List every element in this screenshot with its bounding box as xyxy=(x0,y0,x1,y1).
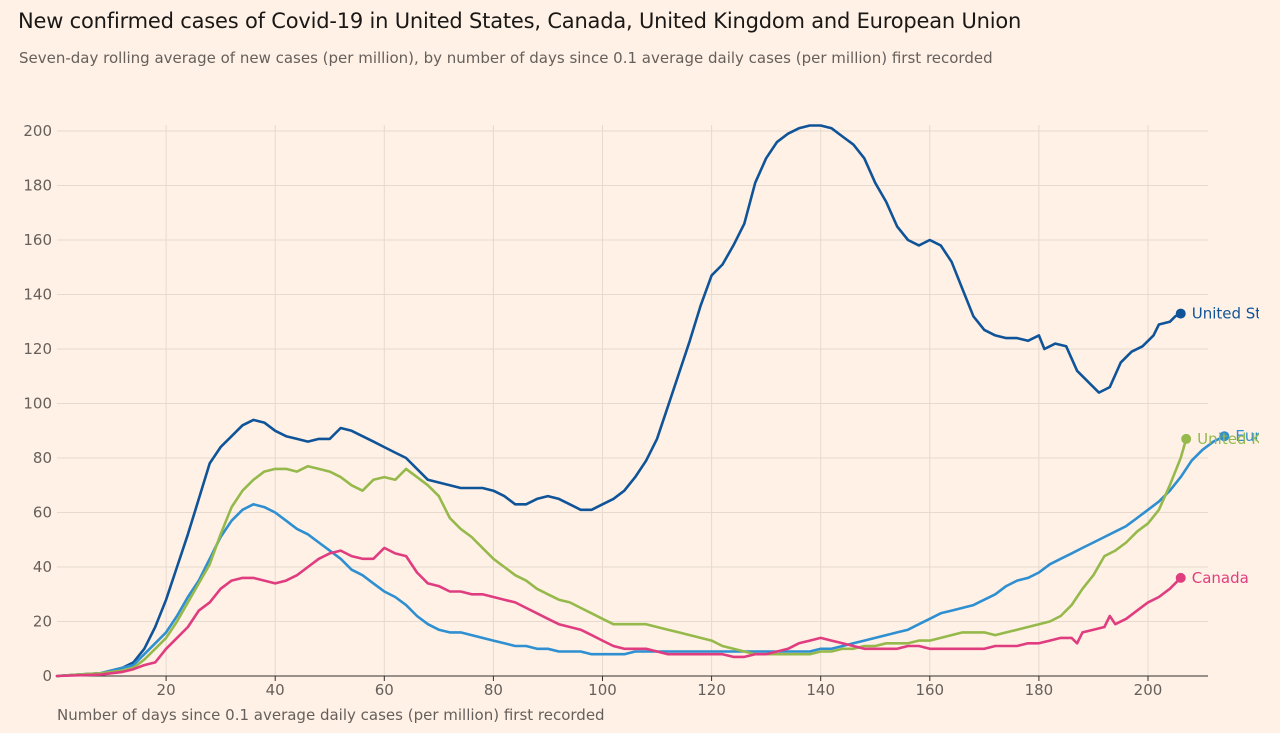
x-tick-label-160: 160 xyxy=(915,681,944,699)
y-tick-label-80: 80 xyxy=(33,449,52,467)
x-tick-label-60: 60 xyxy=(375,681,394,699)
x-tick-label-120: 120 xyxy=(697,681,726,699)
x-tick-label-180: 180 xyxy=(1025,681,1054,699)
chart-subtitle: Seven-day rolling average of new cases (… xyxy=(19,49,993,67)
y-tick-label-140: 140 xyxy=(23,286,52,304)
x-axis-label: Number of days since 0.1 average daily c… xyxy=(57,706,605,724)
series-end-labels: United States EuropeanUnited Kingdom Canad… xyxy=(1175,305,1280,587)
series-label-canada: Canada xyxy=(1192,569,1249,587)
series-label-united-states: United States xyxy=(1192,305,1280,323)
series-label-european-union: European xyxy=(1235,427,1280,445)
x-tick-label-20: 20 xyxy=(157,681,176,699)
y-tick-label-180: 180 xyxy=(23,177,52,195)
x-tick-label-40: 40 xyxy=(266,681,285,699)
y-tick-label-40: 40 xyxy=(33,558,52,576)
y-tick-label-60: 60 xyxy=(33,504,52,522)
x-tick-label-140: 140 xyxy=(806,681,835,699)
chart-title: New confirmed cases of Covid-19 in Unite… xyxy=(18,9,1022,33)
series-end-marker-european-union xyxy=(1219,431,1230,442)
axis-ticks: 0 20 40 60 80 100 120 140 160 180 200 20 40 60 80 100 12… xyxy=(23,122,1162,699)
series-line-united-kingdom xyxy=(55,437,1188,678)
series-end-marker-united-states xyxy=(1175,308,1186,319)
y-tick-label-200: 200 xyxy=(23,122,52,140)
y-tick-label-100: 100 xyxy=(23,395,52,413)
series-end-marker-canada xyxy=(1175,572,1186,583)
y-tick-label-160: 160 xyxy=(23,231,52,249)
y-tick-label-0: 0 xyxy=(42,667,52,685)
series-label-united-kingdom: United Kingdom xyxy=(1197,430,1280,448)
x-tick-label-200: 200 xyxy=(1134,681,1163,699)
y-tick-label-20: 20 xyxy=(33,613,52,631)
x-tick-label-80: 80 xyxy=(484,681,503,699)
series-line-canada xyxy=(55,546,1182,678)
gridlines xyxy=(57,125,1208,677)
series-line-united-states xyxy=(55,124,1182,678)
y-tick-label-120: 120 xyxy=(23,340,52,358)
series-lines xyxy=(55,124,1226,678)
x-tick-label-100: 100 xyxy=(588,681,617,699)
series-end-marker-united-kingdom xyxy=(1181,433,1192,444)
